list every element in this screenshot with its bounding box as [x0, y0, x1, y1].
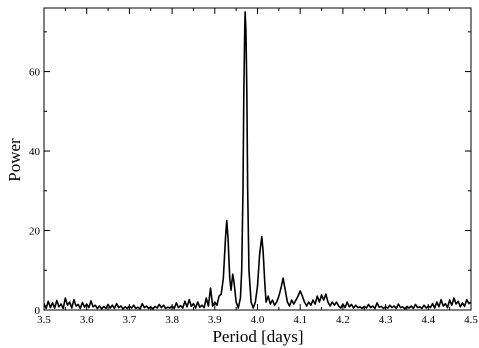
plot-area — [43, 7, 472, 311]
y-axis-title: Power — [5, 138, 24, 182]
x-tick-label: 3.6 — [80, 314, 94, 326]
series-layer — [43, 11, 472, 310]
power-series-line — [43, 11, 472, 310]
x-tick-label: 4.4 — [421, 314, 435, 326]
x-axis-title: Period [days] — [212, 327, 303, 346]
x-tick-label: 4.3 — [379, 314, 393, 326]
x-tick-label: 4.0 — [251, 314, 265, 326]
y-tick-label: 20 — [29, 226, 41, 238]
x-tick-label: 3.9 — [208, 314, 222, 326]
y-tick-label: 60 — [29, 67, 41, 79]
x-tick-label: 3.7 — [123, 314, 137, 326]
axes: 3.5 3.6 3.7 3.8 3.9 4.0 4.1 4.2 4.3 4.4 4.5 0 20 40 60 — [29, 8, 478, 326]
x-tick-label: 4.2 — [336, 314, 350, 326]
x-tick-label: 4.1 — [293, 314, 307, 326]
y-tick-label: 0 — [35, 305, 41, 317]
y-tick-label: 40 — [29, 146, 41, 158]
x-tick-label: 3.8 — [165, 314, 179, 326]
x-tick-label: 3.5 — [37, 314, 51, 326]
x-tick-label: 4.5 — [464, 314, 478, 326]
plot-frame — [43, 7, 472, 311]
